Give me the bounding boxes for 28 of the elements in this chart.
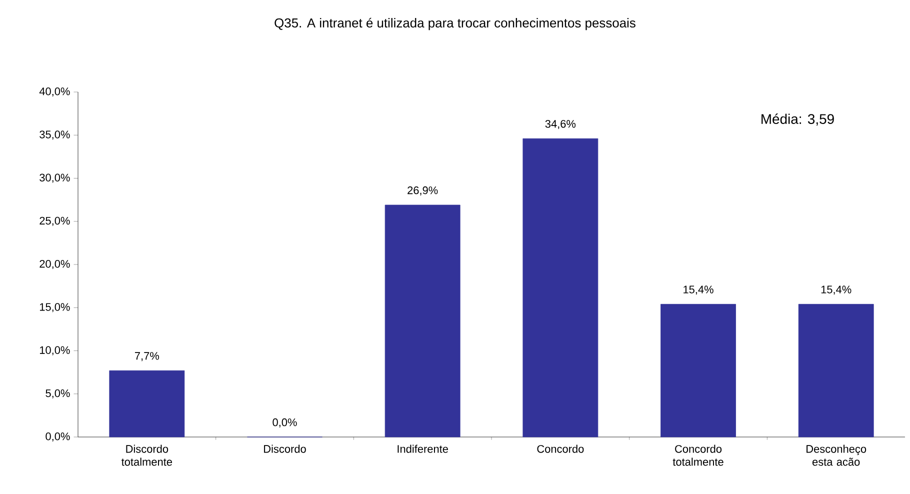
bar (798, 304, 874, 438)
y-tick-label: 40,0% (39, 87, 70, 97)
data-label: 15,4% (684, 286, 714, 295)
data-label: 0,0% (272, 418, 297, 428)
bar (522, 138, 598, 438)
y-tick-label: 5,0% (46, 389, 70, 398)
x-tick-label: Discordo totalmente (122, 444, 172, 466)
x-tick-label: Indiferente (398, 444, 448, 453)
bar (660, 304, 736, 438)
x-tick-label: Discordo (264, 444, 306, 453)
bar (109, 370, 185, 438)
x-tick-label: Concordo (537, 444, 584, 453)
x-tick-label: Concordo totalmente (672, 444, 724, 466)
x-tick-label: Desconheço esta acão (806, 444, 866, 466)
y-tick-label: 20,0% (40, 260, 70, 270)
bar (384, 204, 460, 438)
data-label: 34,6% (545, 120, 576, 130)
y-tick-label: 30,0% (40, 174, 70, 183)
data-label: 15,4% (821, 286, 852, 295)
annotation: Média: 3,59 (762, 114, 834, 126)
y-tick-label: 0,0% (46, 432, 70, 442)
y-tick-label: 15,0% (40, 303, 70, 312)
chart-title: Q35. A intranet é utilizada para trocar conhecimentos pessoais (274, 18, 636, 30)
data-label: 26,9% (408, 186, 438, 196)
y-tick-label: 10,0% (40, 346, 70, 356)
y-tick-label: 35,0% (40, 130, 70, 140)
data-label: 7,7% (134, 352, 160, 362)
y-tick-label: 25,0% (40, 216, 70, 226)
